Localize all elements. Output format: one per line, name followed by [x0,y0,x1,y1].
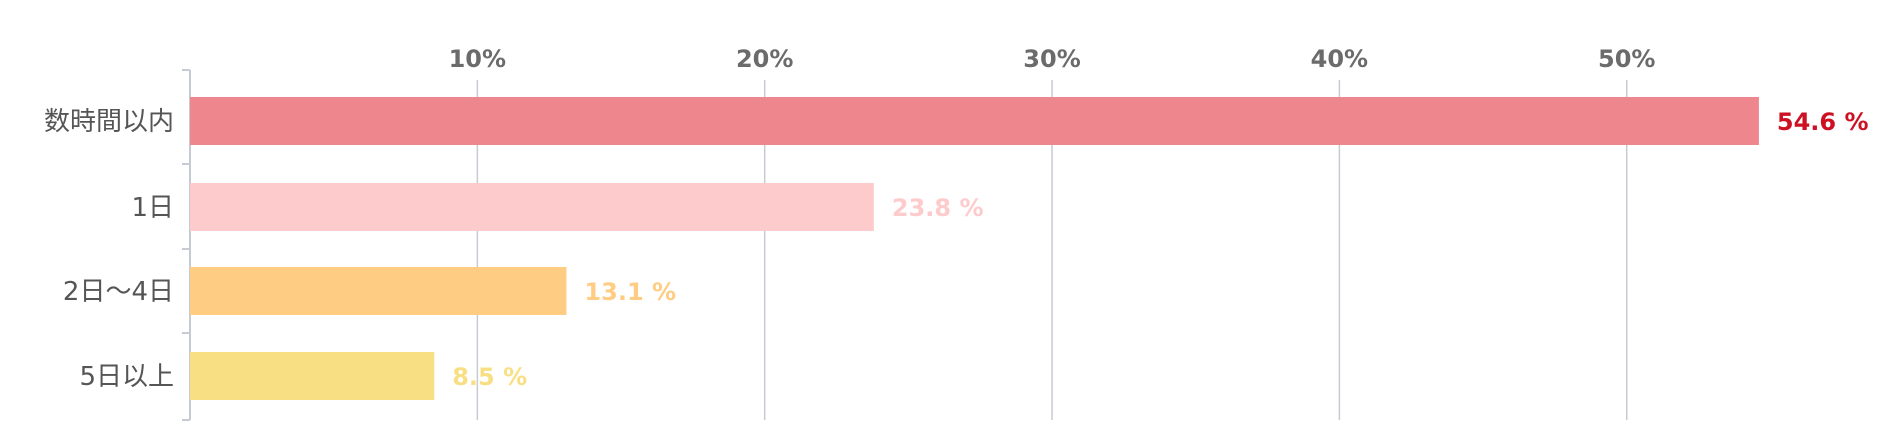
data-label: 54.6 % [1777,108,1869,136]
x-tick-label: 30% [1023,45,1080,73]
x-tick-label: 40% [1311,45,1368,73]
category-label: 1日 [131,193,174,223]
category-label: 数時間以内 [44,107,174,137]
data-label: 8.5 % [452,363,527,391]
category-label: 2日〜4日 [63,277,174,307]
bar-1 [190,183,874,231]
value-labels: 54.6 % 23.8 % 13.1 % 8.5 % [452,108,1868,391]
y-axis [182,69,191,421]
bar-3 [190,352,435,400]
bar-2 [190,267,567,315]
x-tick-labels: 10% 20% 30% 40% 50% [449,45,1656,73]
x-tick-label: 10% [449,45,506,73]
x-tick-label: 50% [1598,45,1655,73]
category-labels: 数時間以内 1日 2日〜4日 5日以上 [44,107,174,392]
data-label: 23.8 % [892,194,984,222]
data-label: 13.1 % [584,278,676,306]
bar-0 [190,97,1759,145]
category-label: 5日以上 [79,362,174,392]
x-tick-label: 20% [736,45,793,73]
bars [190,97,1759,400]
